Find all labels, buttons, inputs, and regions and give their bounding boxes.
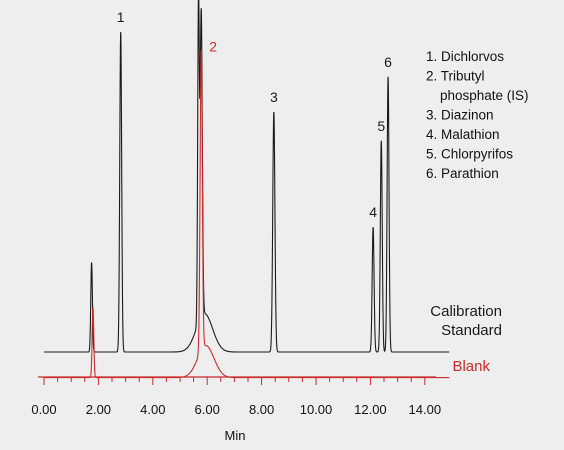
series-labels-layer: Calibration Standard Blank: [430, 303, 502, 375]
x-tick-label: 8.00: [249, 402, 274, 417]
peak-legend-item: 2. Tributyl: [426, 69, 485, 84]
peak-legend-item: phosphate (IS): [440, 88, 529, 103]
peak-legend-item: 5. Chlorpyrifos: [426, 147, 513, 162]
peak-legend-item: 6. Parathion: [426, 166, 499, 181]
peak-labels-layer: 1234562: [117, 9, 392, 220]
x-tick-label: 2.00: [86, 402, 111, 417]
peak-legend: 1. Dichlorvos 2. Tributyl phosphate (IS) 3.…: [426, 49, 529, 181]
peak-label: 3: [270, 89, 278, 105]
series-label-blank: Blank: [452, 358, 490, 375]
series-label-calibration-standard: Standard: [441, 322, 502, 339]
x-tick-label: 4.00: [140, 402, 165, 417]
x-tick-label: 14.00: [409, 402, 442, 417]
x-axis: 0.00 2.00 4.00 6.00 8.00 10.00 12.00 14.00: [31, 376, 442, 417]
peak-label: 1: [117, 9, 125, 25]
trace-calibration-standard: [44, 0, 450, 353]
peak-label: 4: [369, 204, 377, 220]
peak-legend-item: 4. Malathion: [426, 127, 500, 142]
peak-label: 6: [384, 54, 392, 70]
x-tick-label: 0.00: [31, 402, 56, 417]
series-label-calibration-standard: Calibration: [430, 303, 502, 320]
peak-legend-item: 3. Diazinon: [426, 108, 494, 123]
peak-label: 5: [377, 118, 385, 134]
peak-legend-item: 1. Dichlorvos: [426, 49, 504, 64]
peak-label: 2: [209, 39, 217, 55]
x-tick-label: 12.00: [354, 402, 387, 417]
x-tick-label: 6.00: [195, 402, 220, 417]
x-axis-title: Min: [225, 428, 246, 443]
x-tick-label: 10.00: [300, 402, 333, 417]
